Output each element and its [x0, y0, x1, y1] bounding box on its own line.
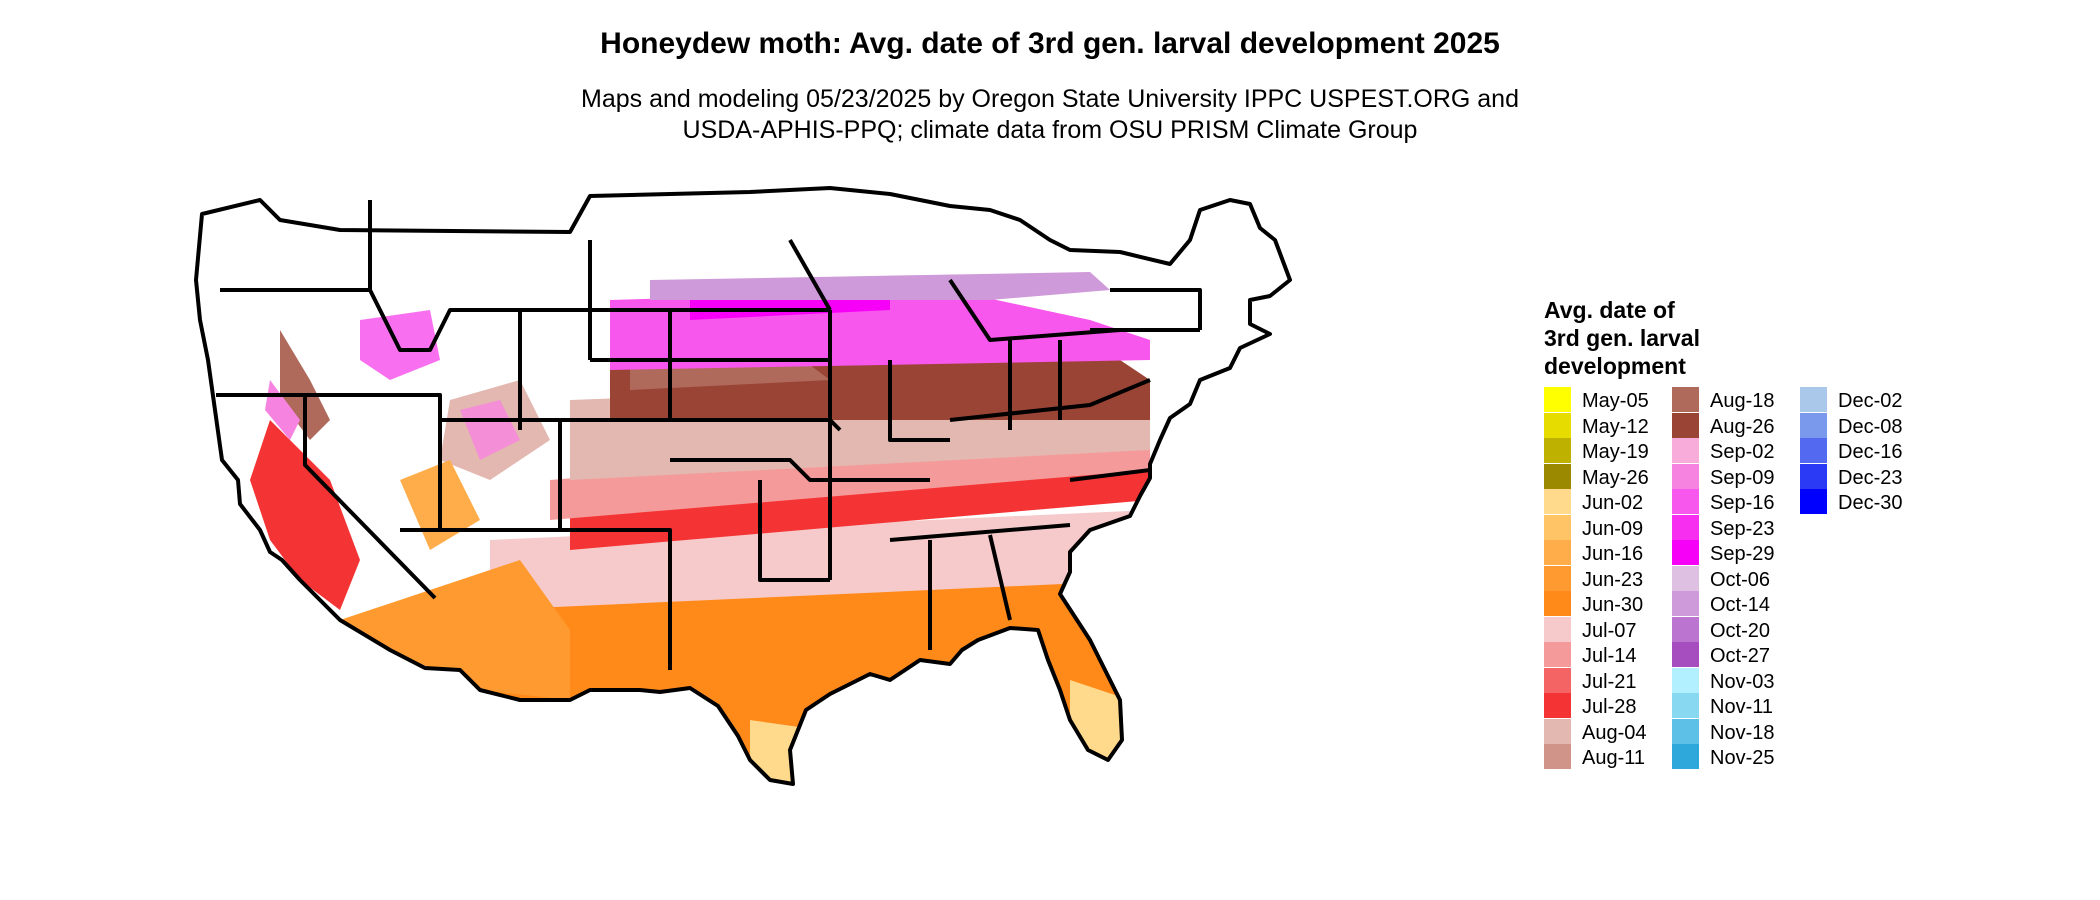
legend-swatch: [1672, 540, 1699, 565]
legend-label: Oct-20: [1710, 619, 1771, 642]
legend-label: Dec-23: [1838, 466, 1903, 489]
legend-swatch: [1544, 693, 1571, 718]
map-subtitle: Maps and modeling 05/23/2025 by Oregon S…: [0, 84, 2100, 146]
legend-swatch: [1672, 565, 1699, 591]
legend-swatch: [1800, 463, 1827, 489]
legend-label: Jun-16: [1582, 543, 1644, 565]
legend-label: May-26: [1582, 466, 1649, 489]
legend-swatch: [1672, 514, 1699, 540]
legend-label: Sep-23: [1710, 517, 1775, 540]
legend-swatch: [1800, 387, 1827, 412]
legend-label: Jul-14: [1582, 645, 1637, 667]
subtitle-line-1: Maps and modeling 05/23/2025 by Oregon S…: [581, 85, 1519, 113]
legend-label: Oct-27: [1710, 645, 1771, 667]
legend-label: Sep-16: [1710, 492, 1775, 514]
legend-swatch: [1672, 667, 1699, 693]
legend-label: Sep-02: [1710, 441, 1775, 463]
legend-swatch: [1672, 616, 1699, 642]
legend-swatch: [1544, 514, 1571, 540]
legend-label: Jul-07: [1582, 619, 1637, 642]
legend-label: Dec-16: [1838, 441, 1903, 463]
legend-title: Avg. date of 3rd gen. larval development: [1544, 296, 1700, 380]
legend-label: Jun-30: [1582, 594, 1644, 616]
development-date-raster: [196, 188, 1290, 784]
legend-label: Nov-18: [1710, 721, 1775, 744]
legend-label: Dec-08: [1838, 415, 1903, 438]
legend-swatch: [1544, 438, 1571, 463]
legend-swatch: [1672, 744, 1699, 769]
legend-label: Aug-04: [1582, 721, 1647, 744]
legend-swatch: [1544, 591, 1571, 616]
legend-title-line-2: 3rd gen. larval: [1544, 325, 1700, 351]
legend-swatch: [1544, 412, 1571, 438]
state-borders: [194, 186, 1292, 786]
legend-swatch: [1672, 489, 1699, 514]
legend-label: May-05: [1582, 390, 1649, 412]
legend-swatch: [1544, 718, 1571, 744]
legend-label: Aug-26: [1710, 415, 1775, 438]
legend-label: Jun-09: [1582, 517, 1644, 540]
legend-swatch: [1672, 693, 1699, 718]
legend-label: Nov-11: [1710, 696, 1773, 718]
legend-swatch: [1672, 463, 1699, 489]
legend-swatch: [1544, 463, 1571, 489]
legend-swatch: [1672, 642, 1699, 667]
legend-swatch: [1800, 489, 1827, 514]
legend-swatch: [1544, 489, 1571, 514]
legend-swatch: [1800, 412, 1827, 438]
legend-swatch: [1544, 540, 1571, 565]
legend-label: Aug-11: [1582, 747, 1646, 769]
legend-swatch: [1672, 718, 1699, 744]
legend-swatch: [1544, 387, 1571, 412]
legend-label: Dec-02: [1838, 390, 1903, 412]
legend-label: Sep-09: [1710, 466, 1775, 489]
legend-label: Jul-21: [1582, 670, 1637, 693]
subtitle-line-2: USDA-APHIS-PPQ; climate data from OSU PR…: [682, 116, 1418, 144]
legend-swatch: [1800, 438, 1827, 463]
legend-swatch: [1544, 616, 1571, 642]
legend-swatch: [1672, 412, 1699, 438]
legend-label: Oct-14: [1710, 594, 1771, 616]
legend-label: May-12: [1582, 415, 1649, 438]
legend-swatch: [1544, 642, 1571, 667]
legend-swatch: [1672, 387, 1699, 412]
legend-label: Aug-18: [1710, 390, 1775, 412]
legend-label: May-19: [1582, 441, 1649, 463]
legend-label: Sep-29: [1710, 543, 1775, 565]
legend-label: Oct-06: [1710, 568, 1771, 591]
legend-swatch: [1672, 591, 1699, 616]
legend-label: Jul-28: [1582, 696, 1637, 718]
legend-label: Nov-25: [1710, 747, 1775, 769]
legend-swatch: [1544, 667, 1571, 693]
legend-label: Nov-03: [1710, 670, 1775, 693]
legend-swatch: [1544, 744, 1571, 769]
legend-title-line-3: development: [1544, 353, 1686, 379]
legend-label: Dec-30: [1838, 492, 1903, 514]
map-title: Honeydew moth: Avg. date of 3rd gen. lar…: [600, 27, 1500, 60]
legend-swatch: [1672, 438, 1699, 463]
legend-title-line-1: Avg. date of: [1544, 297, 1675, 323]
legend-label: Jun-02: [1582, 492, 1644, 514]
legend-swatch: [1544, 565, 1571, 591]
us-map: [194, 186, 1292, 786]
legend-label: Jun-23: [1582, 568, 1644, 591]
